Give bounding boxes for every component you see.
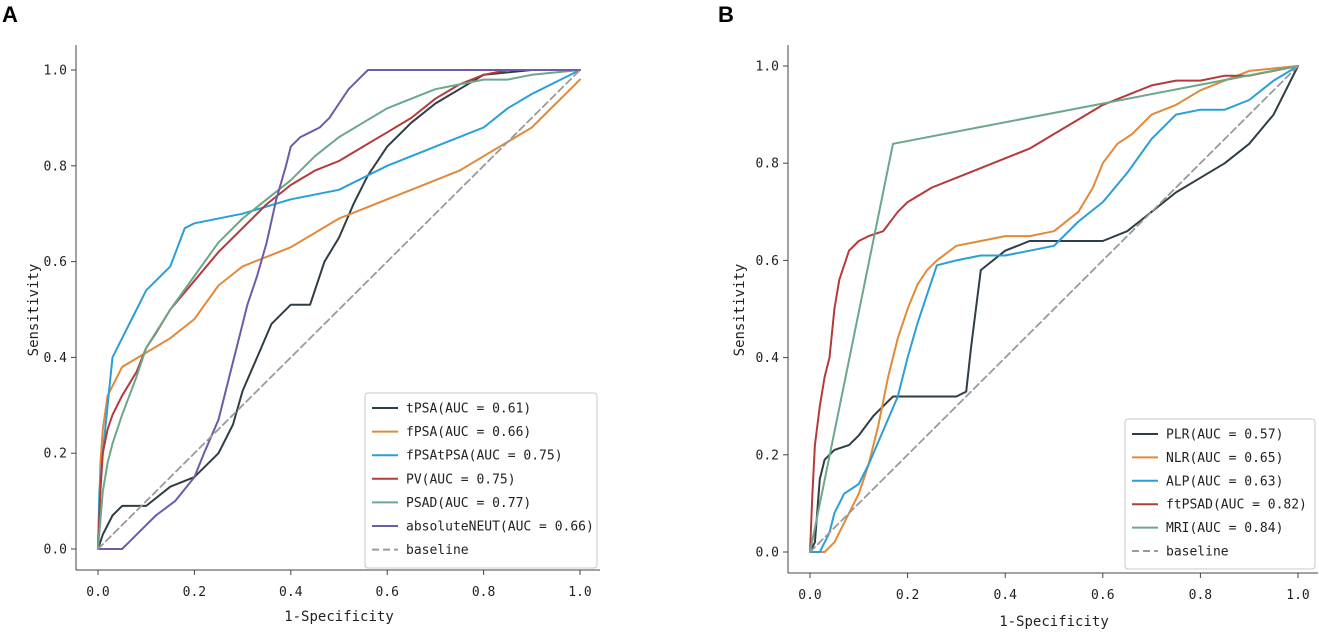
panel-a-series [97, 69, 581, 550]
panel-a-series-line-0 [97, 69, 581, 550]
panel-b-letter: B [718, 2, 734, 27]
panel-a-y-tick-label-4: 0.8 [44, 159, 67, 174]
panel-a-series-line-3 [97, 69, 581, 550]
panel-b-x-tick-label-3: 0.6 [1091, 588, 1114, 603]
panel-a-x-axis-label: 1-Specificity [284, 609, 394, 625]
panel-a-y-axis-label: Sensitivity [26, 264, 42, 357]
panel-b-series [809, 65, 1299, 553]
panel-a-y-tick-label-0: 0.0 [44, 543, 67, 558]
panel-a-axes [75, 45, 600, 571]
panel-b-series-line-1 [809, 65, 1299, 553]
panel-a-series-line-6 [97, 69, 581, 550]
panel-b-axes [787, 45, 1318, 574]
panel-b-legend-label-0: PLR(AUC = 0.57) [1166, 428, 1283, 443]
panel-b-y-tick-label-0: 0.0 [756, 546, 779, 561]
panel-a-legend-label-2: fPSAtPSA(AUC = 0.75) [406, 449, 563, 464]
panel-a-legend-label-1: fPSA(AUC = 0.66) [406, 425, 531, 440]
panel-b-y-tick-label-4: 0.8 [756, 157, 779, 172]
panel-a-x-tick-label-1: 0.2 [183, 585, 206, 600]
panel-a-ticks: 0.0 0.2 0.4 0.6 0.8 1.0 0.0 0.2 0.4 0.6 0.8 1.0 [44, 64, 592, 601]
panel-b-legend: PLR(AUC = 0.57) NLR(AUC = 0.65) ALP(AUC = … [1124, 418, 1316, 570]
panel-b-series-line-2 [809, 65, 1299, 553]
panel-b-x-tick-label-1: 0.2 [896, 588, 919, 603]
panel-b-series-line-0 [809, 65, 1299, 553]
panel-b-legend-box [1124, 418, 1316, 570]
panel-a-series-line-4 [97, 69, 581, 550]
panel-a-chart: A 0.0 0.2 0.4 0.6 0.8 1.0 0.0 0.2 0.4 0.6 0.8 1.0 1… [2, 2, 600, 625]
panel-b-x-tick-label-5: 1.0 [1286, 588, 1309, 603]
panel-b-y-tick-label-5: 1.0 [756, 60, 779, 75]
panel-b-y-tick-label-3: 0.6 [756, 254, 779, 269]
panel-b-chart: B 0.0 0.2 0.4 0.6 0.8 1.0 0.0 0.2 0.4 0.6 0.8 1.0 1… [718, 2, 1318, 630]
panel-a-y-tick-label-5: 1.0 [44, 64, 67, 79]
panel-a-x-tick-label-2: 0.4 [279, 585, 303, 600]
panel-b-x-tick-label-4: 0.8 [1189, 588, 1212, 603]
panel-a-series-line-5 [97, 69, 581, 550]
panel-b-legend-label-4: MRI(AUC = 0.84) [1166, 521, 1283, 536]
panel-b-y-axis-label: Sensitivity [732, 264, 748, 357]
panel-a-y-tick-label-3: 0.6 [44, 255, 67, 270]
panel-b-legend-label-5: baseline [1166, 545, 1229, 560]
panel-a-x-tick-label-3: 0.6 [375, 585, 398, 600]
panel-a-y-tick-label-1: 0.2 [44, 447, 67, 462]
panel-a-x-tick-label-0: 0.0 [86, 585, 109, 600]
panel-b-y-tick-label-1: 0.2 [756, 448, 779, 463]
panel-b-legend-label-2: ALP(AUC = 0.63) [1166, 474, 1283, 489]
panel-a-legend-label-0: tPSA(AUC = 0.61) [406, 402, 531, 417]
panel-a-x-tick-label-4: 0.8 [472, 585, 495, 600]
panel-b-legend-label-1: NLR(AUC = 0.65) [1166, 451, 1283, 466]
panel-a-series-line-2 [97, 69, 581, 550]
panel-b-y-tick-label-2: 0.4 [756, 351, 780, 366]
panel-a-series-line-1 [97, 78, 581, 550]
panel-a-x-tick-label-5: 1.0 [568, 585, 591, 600]
panel-b-x-tick-label-0: 0.0 [798, 588, 821, 603]
panel-b-x-axis-label: 1-Specificity [999, 614, 1109, 630]
panel-a-y-tick-label-2: 0.4 [44, 351, 68, 366]
panel-a-legend-box [364, 392, 598, 569]
panel-b-series-line-5 [809, 65, 1299, 553]
panel-a-legend-label-3: PV(AUC = 0.75) [406, 472, 516, 487]
panel-b-legend-label-3: ftPSAD(AUC = 0.82) [1166, 498, 1307, 513]
panel-a-legend: tPSA(AUC = 0.61) fPSA(AUC = 0.66) fPSAtPSA… [364, 392, 598, 569]
panel-b-ticks: 0.0 0.2 0.4 0.6 0.8 1.0 0.0 0.2 0.4 0.6 0.8 1.0 [756, 60, 1310, 604]
panel-b-series-line-3 [809, 65, 1299, 553]
panel-a-legend-label-6: baseline [406, 543, 469, 558]
panel-a-letter: A [2, 2, 18, 27]
panel-b-x-tick-label-2: 0.4 [993, 588, 1017, 603]
panel-a-legend-label-4: PSAD(AUC = 0.77) [406, 496, 531, 511]
panel-a-legend-label-5: absoluteNEUT(AUC = 0.66) [406, 520, 594, 535]
panel-b-series-line-4 [809, 65, 1299, 553]
